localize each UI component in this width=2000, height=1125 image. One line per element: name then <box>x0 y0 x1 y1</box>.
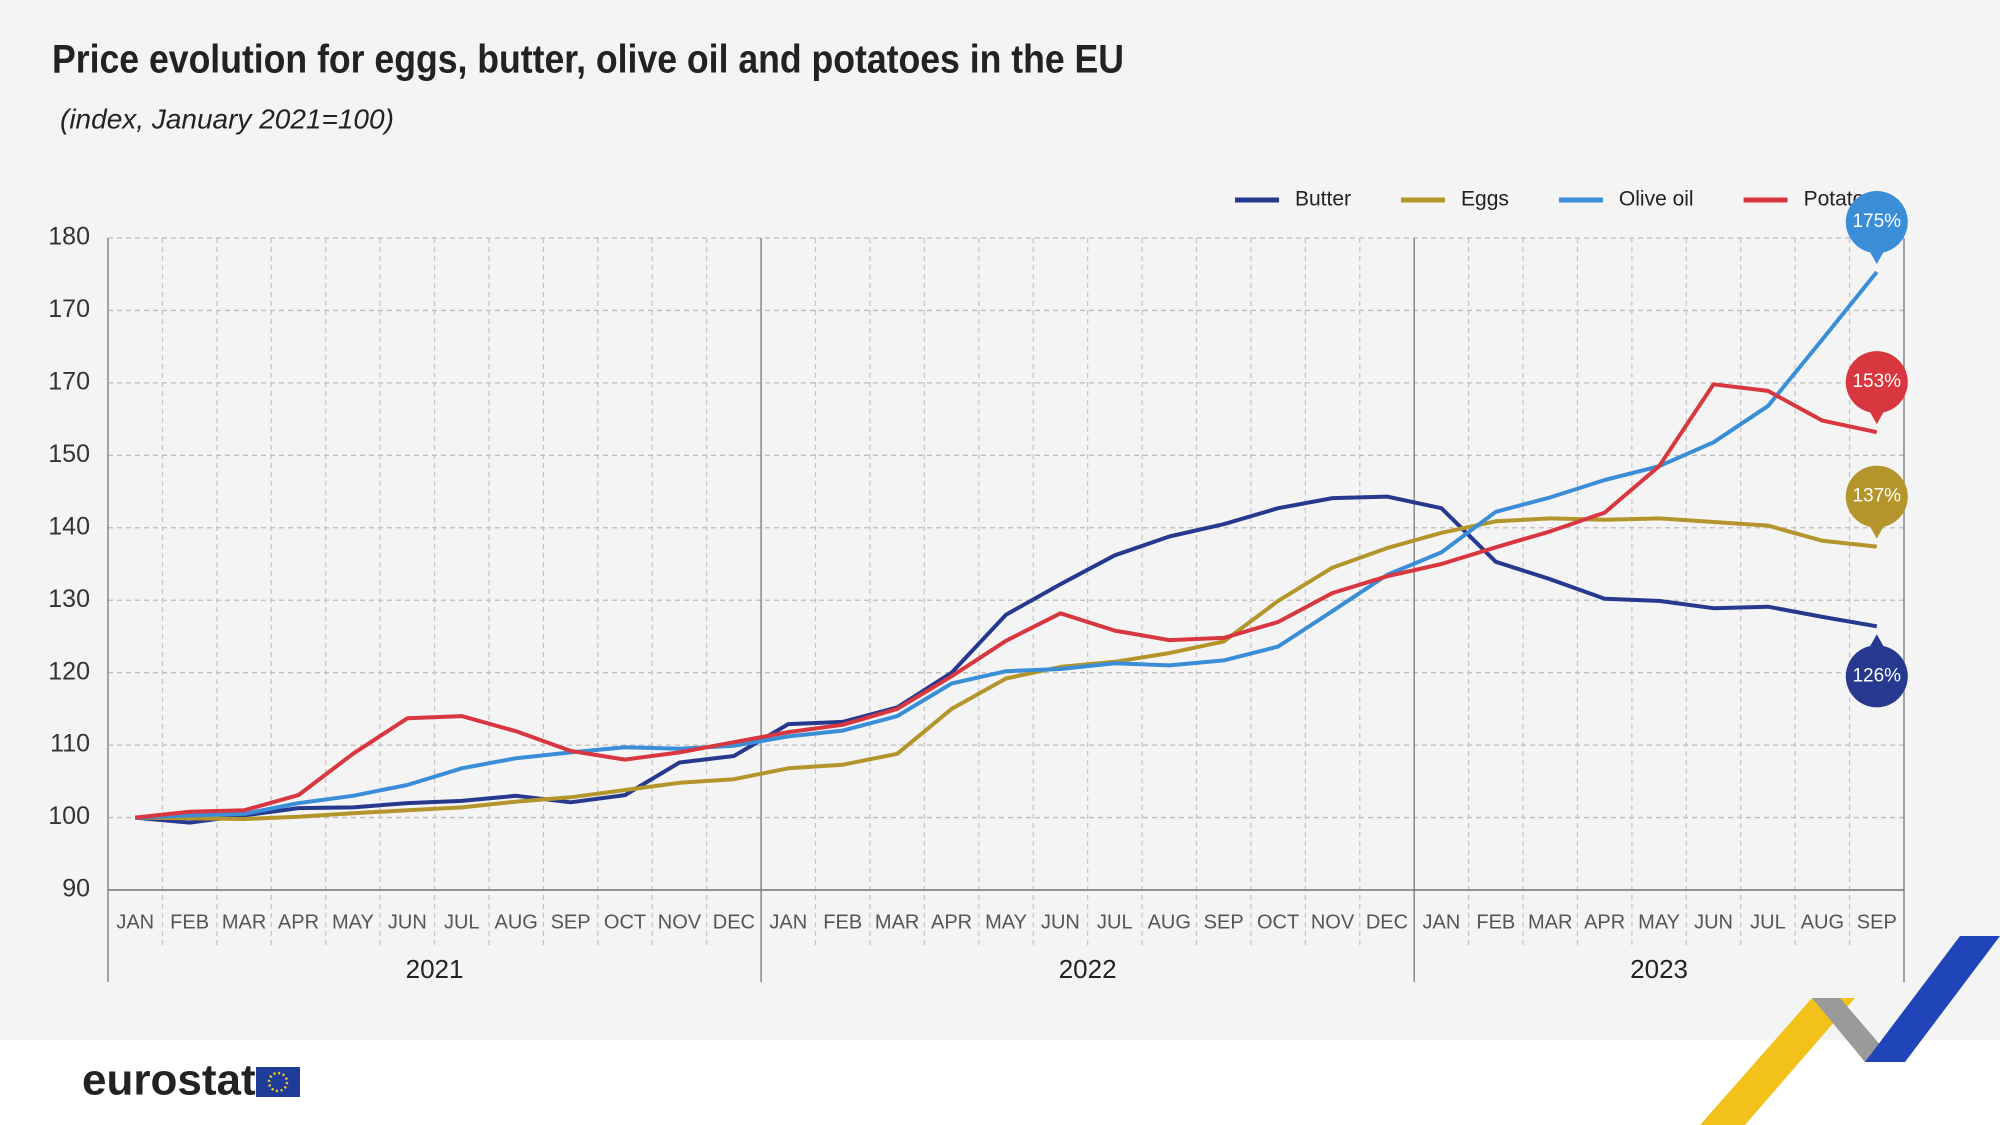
chevron-yellow <box>1700 998 1855 1125</box>
y-tick-label: 180 <box>48 223 90 251</box>
callout-label: 153% <box>1852 371 1901 392</box>
legend-label: Eggs <box>1461 188 1509 211</box>
x-tick-label: JUN <box>388 911 427 933</box>
y-tick-label: 170 <box>48 295 90 323</box>
x-tick-label: DEC <box>1366 911 1408 933</box>
x-tick-label: JUL <box>1097 911 1133 933</box>
y-tick-label: 90 <box>62 875 90 903</box>
x-tick-label: DEC <box>713 911 755 933</box>
y-tick-label: 130 <box>48 585 90 613</box>
legend-label: Olive oil <box>1619 188 1694 211</box>
x-tick-label: APR <box>1584 911 1625 933</box>
eu-flag <box>256 1067 300 1097</box>
x-tick-label: MAR <box>1528 911 1572 933</box>
logo-text: eurostat <box>82 1056 256 1105</box>
x-tick-label: NOV <box>1311 911 1355 933</box>
year-label: 2023 <box>1630 954 1688 984</box>
series-line <box>135 270 1879 820</box>
y-tick-label: 140 <box>48 512 90 540</box>
y-tick-label: 120 <box>48 657 90 685</box>
x-tick-label: MAY <box>1638 911 1680 933</box>
callout-bubble <box>1845 191 1908 254</box>
x-tick-label: MAR <box>875 911 919 933</box>
decoration <box>1700 936 2000 1125</box>
chevron-gray <box>1812 998 1895 1062</box>
year-label: 2022 <box>1059 954 1117 984</box>
x-tick-label: FEB <box>823 911 862 933</box>
x-tick-label: SEP <box>551 911 591 933</box>
x-tick-label: JUL <box>444 911 480 933</box>
y-tick-label: 110 <box>50 730 90 758</box>
chart-title: Price evolution for eggs, butter, olive … <box>52 38 1124 82</box>
series-line <box>134 382 1878 820</box>
end-callout: 137% <box>1845 465 1908 539</box>
callout-bubble <box>1845 645 1908 708</box>
x-tick-label: OCT <box>1257 911 1299 933</box>
callout-label: 175% <box>1852 211 1901 232</box>
x-tick-label: FEB <box>170 911 209 933</box>
x-tick-label: SEP <box>1857 911 1897 933</box>
y-tick-label: 150 <box>48 440 90 468</box>
x-tick-label: MAY <box>332 911 374 933</box>
x-tick-label: NOV <box>658 911 702 933</box>
legend-label: Butter <box>1295 188 1351 211</box>
x-tick-label: SEP <box>1204 911 1244 933</box>
series-line <box>135 494 1878 825</box>
chevron-blue <box>1865 936 2000 1062</box>
callout-label: 126% <box>1852 665 1901 686</box>
x-tick-label: JUL <box>1750 911 1786 933</box>
x-tick-label: JAN <box>116 911 154 933</box>
end-callout: 175% <box>1845 191 1908 265</box>
year-label: 2021 <box>406 954 464 984</box>
x-tick-label: APR <box>931 911 972 933</box>
x-tick-label: JAN <box>769 911 807 933</box>
x-tick-label: JUN <box>1694 911 1733 933</box>
y-tick-label: 170 <box>48 367 90 395</box>
x-tick-label: OCT <box>604 911 646 933</box>
x-tick-label: JUN <box>1041 911 1080 933</box>
x-tick-label: MAY <box>985 911 1027 933</box>
x-tick-label: JAN <box>1422 911 1460 933</box>
x-tick-label: APR <box>278 911 319 933</box>
chart-subtitle: (index, January 2021=100) <box>60 103 394 134</box>
end-callout: 126% <box>1845 634 1908 708</box>
x-tick-label: AUG <box>495 911 538 933</box>
x-tick-label: MAR <box>222 911 266 933</box>
y-tick-label: 100 <box>48 802 90 830</box>
logo: eurostat <box>82 1056 300 1105</box>
end-callout: 153% <box>1845 351 1908 425</box>
eu-stars <box>267 1071 289 1093</box>
x-tick-label: AUG <box>1148 911 1191 933</box>
x-tick-label: FEB <box>1476 911 1515 933</box>
callout-bubble <box>1845 465 1908 528</box>
callout-label: 137% <box>1852 486 1901 507</box>
legend: Butter Eggs Olive oil Potatoes <box>1235 188 1887 211</box>
callout-bubble <box>1845 351 1908 414</box>
x-tick-label: AUG <box>1801 911 1844 933</box>
